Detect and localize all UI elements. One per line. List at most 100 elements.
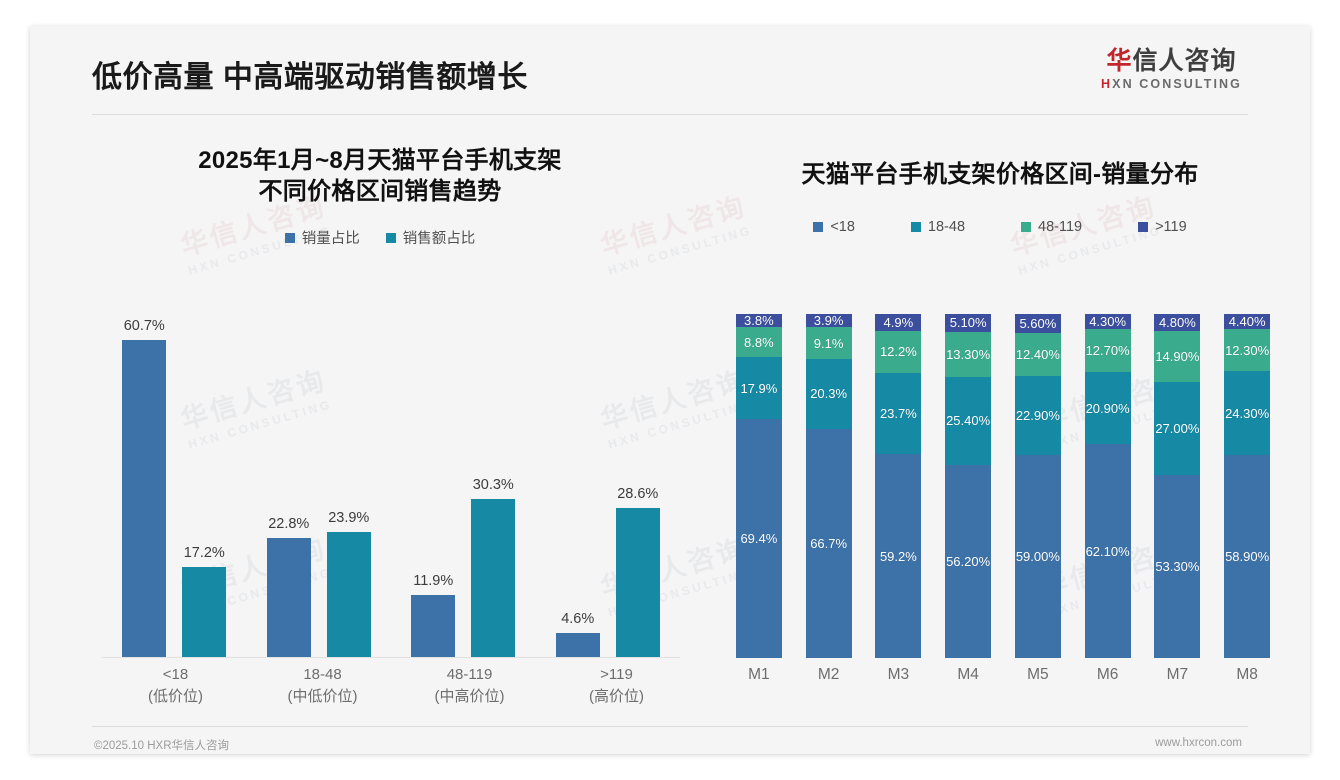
legend-item-<18[interactable]: <18: [813, 219, 855, 235]
chart-legend: 销量占比 销售额占比: [70, 227, 690, 248]
segment-value-label: 12.2%: [879, 344, 917, 360]
segment-value-label: 4.40%: [1228, 314, 1266, 330]
x-axis-labels: M1 M2 M3 M4 M5 M6 M7 M8: [724, 666, 1282, 684]
legend-label-revenue: 销售额占比: [402, 231, 476, 248]
segment-value-label: 14.90%: [1155, 348, 1200, 364]
stacked-segment[interactable]: 3.9%: [805, 314, 852, 328]
legend-swatch: [910, 221, 921, 232]
bar-value-label: 11.9%: [413, 572, 454, 589]
segment-value-label: 59.2%: [879, 548, 917, 564]
legend-item-18-48[interactable]: 18-48: [910, 219, 965, 235]
stacked-segment[interactable]: 53.30%: [1154, 474, 1201, 658]
logo-english-rest: XN CONSULTING: [1112, 77, 1242, 92]
stacked-bar[interactable]: 5.60% 12.40% 22.90% 59.00%: [1014, 314, 1061, 658]
stacked-segment[interactable]: 4.40%: [1224, 314, 1271, 330]
stacked-bar[interactable]: 3.8% 8.8% 17.9% 69.4%: [735, 314, 782, 658]
bar-group: 22.8% 23.9%: [247, 318, 392, 657]
stacked-segment[interactable]: 24.30%: [1224, 371, 1271, 455]
chart-price-band-volume-distribution: 天猫平台手机支架价格区间-销量分布 <18 18-48 48-119 >119 3.8…: [710, 146, 1290, 706]
stacked-segment[interactable]: 56.20%: [945, 464, 992, 658]
chart-title-line1: 天猫平台手机支架价格区间-销量分布: [801, 161, 1199, 188]
stacked-segment[interactable]: 20.3%: [805, 358, 852, 429]
stacked-segment[interactable]: 27.00%: [1154, 381, 1201, 475]
stacked-segment[interactable]: 12.40%: [1014, 333, 1061, 376]
stacked-segment[interactable]: 17.9%: [735, 357, 782, 419]
bar-volume[interactable]: 22.8%: [266, 516, 311, 657]
stacked-segment[interactable]: 12.70%: [1084, 328, 1131, 373]
legend-item-revenue[interactable]: 销售额占比: [385, 227, 476, 248]
x-axis-label: M1: [748, 666, 770, 683]
legend-item-volume[interactable]: 销量占比: [284, 227, 360, 248]
stacked-bar-column: 5.60% 12.40% 22.90% 59.00%: [1003, 314, 1073, 658]
x-axis-label: 48-119 (中高价位): [396, 664, 543, 708]
stacked-segment[interactable]: 12.2%: [875, 330, 922, 373]
stacked-segment[interactable]: 69.4%: [735, 418, 782, 658]
x-axis-label: M5: [1027, 666, 1049, 683]
stacked-bar[interactable]: 4.9% 12.2% 23.7% 59.2%: [875, 314, 922, 658]
x-axis-label: >119 (高价位): [543, 664, 690, 708]
stacked-segment[interactable]: 66.7%: [805, 428, 852, 658]
stacked-segment[interactable]: 20.90%: [1084, 372, 1131, 445]
stacked-segment[interactable]: 4.30%: [1084, 314, 1131, 329]
x-axis-label-range: >119: [600, 666, 633, 683]
legend-item->119[interactable]: >119: [1138, 219, 1187, 235]
stacked-bar[interactable]: 3.9% 9.1% 20.3% 66.7%: [805, 314, 852, 658]
footer-copyright: ©2025.10 HXR华信人咨询: [94, 740, 230, 752]
page-title: 低价高量 中高端驱动销售额增长: [92, 61, 528, 94]
stacked-segment[interactable]: 59.00%: [1014, 454, 1061, 658]
stacked-segment[interactable]: 59.2%: [875, 454, 922, 658]
stacked-segment[interactable]: 14.90%: [1154, 330, 1201, 382]
chart-title: 2025年1月~8月天猫平台手机支架 不同价格区间销售趋势: [70, 146, 690, 207]
segment-value-label: 8.8%: [744, 334, 774, 350]
stacked-segment[interactable]: 23.7%: [875, 372, 922, 455]
segment-value-label: 22.90%: [1015, 407, 1060, 423]
stacked-bar-column: 3.9% 9.1% 20.3% 66.7%: [794, 314, 864, 658]
slide: 华信人咨询 HXN CONSULTING 华信人咨询 HXN CONSULTIN…: [30, 26, 1310, 754]
segment-value-label: 66.7%: [810, 535, 848, 551]
legend-label: 48-119: [1038, 218, 1083, 235]
bar-revenue[interactable]: 23.9%: [326, 510, 371, 657]
bar-value-label: 17.2%: [183, 545, 225, 562]
stacked-segment[interactable]: 12.30%: [1224, 329, 1271, 372]
stacked-segment[interactable]: 25.40%: [945, 377, 992, 465]
bar-value-label: 30.3%: [472, 476, 514, 493]
segment-value-label: 62.10%: [1085, 543, 1130, 559]
bar-volume[interactable]: 4.6%: [555, 611, 600, 657]
segment-value-label: 5.10%: [949, 315, 987, 331]
x-axis-label-range: 18-48: [303, 666, 342, 683]
segment-value-label: 12.30%: [1225, 342, 1270, 358]
legend-item-48-119[interactable]: 48-119: [1021, 219, 1082, 235]
stacked-segment[interactable]: 8.8%: [735, 327, 782, 358]
stacked-bar[interactable]: 4.80% 14.90% 27.00% 53.30%: [1154, 314, 1201, 658]
segment-value-label: 20.90%: [1085, 400, 1130, 416]
stacked-bar[interactable]: 4.30% 12.70% 20.90% 62.10%: [1084, 314, 1131, 658]
stacked-segment[interactable]: 5.60%: [1014, 314, 1061, 334]
brand-logo: 华信人咨询 HXN CONSULTING: [1101, 48, 1242, 91]
bar-value-label: 22.8%: [268, 516, 310, 533]
stacked-bar-column: 4.80% 14.90% 27.00% 53.30%: [1143, 314, 1213, 658]
stacked-segment[interactable]: 9.1%: [805, 327, 852, 359]
stacked-segment[interactable]: 3.8%: [735, 314, 782, 328]
stacked-segment[interactable]: 4.80%: [1154, 314, 1201, 331]
logo-chinese: 华信人咨询: [1101, 48, 1242, 74]
bar-revenue[interactable]: 28.6%: [615, 486, 660, 657]
stacked-segment[interactable]: 22.90%: [1014, 375, 1061, 455]
stacked-bar[interactable]: 4.40% 12.30% 24.30% 58.90%: [1224, 314, 1271, 658]
stacked-segment[interactable]: 58.90%: [1224, 455, 1271, 658]
stacked-segment[interactable]: 62.10%: [1084, 444, 1131, 658]
segment-value-label: 20.3%: [810, 386, 848, 402]
stacked-segment[interactable]: 4.9%: [875, 314, 922, 331]
bar-revenue[interactable]: 17.2%: [182, 545, 227, 657]
stacked-segment[interactable]: 5.10%: [945, 314, 992, 332]
bar-volume[interactable]: 60.7%: [122, 318, 167, 657]
footer-website[interactable]: www.hxrcon.com: [1155, 737, 1242, 749]
segment-value-label: 23.7%: [879, 406, 917, 422]
stacked-segment[interactable]: 13.30%: [945, 331, 992, 378]
segment-value-label: 4.80%: [1158, 314, 1196, 330]
bar-revenue[interactable]: 30.3%: [471, 477, 516, 657]
logo-chinese-first: 华: [1106, 47, 1133, 75]
stacked-bar[interactable]: 5.10% 13.30% 25.40% 56.20%: [945, 314, 992, 658]
bar-volume[interactable]: 11.9%: [411, 573, 456, 657]
bar-value-label: 28.6%: [617, 485, 659, 502]
logo-english: HXN CONSULTING: [1101, 77, 1242, 91]
